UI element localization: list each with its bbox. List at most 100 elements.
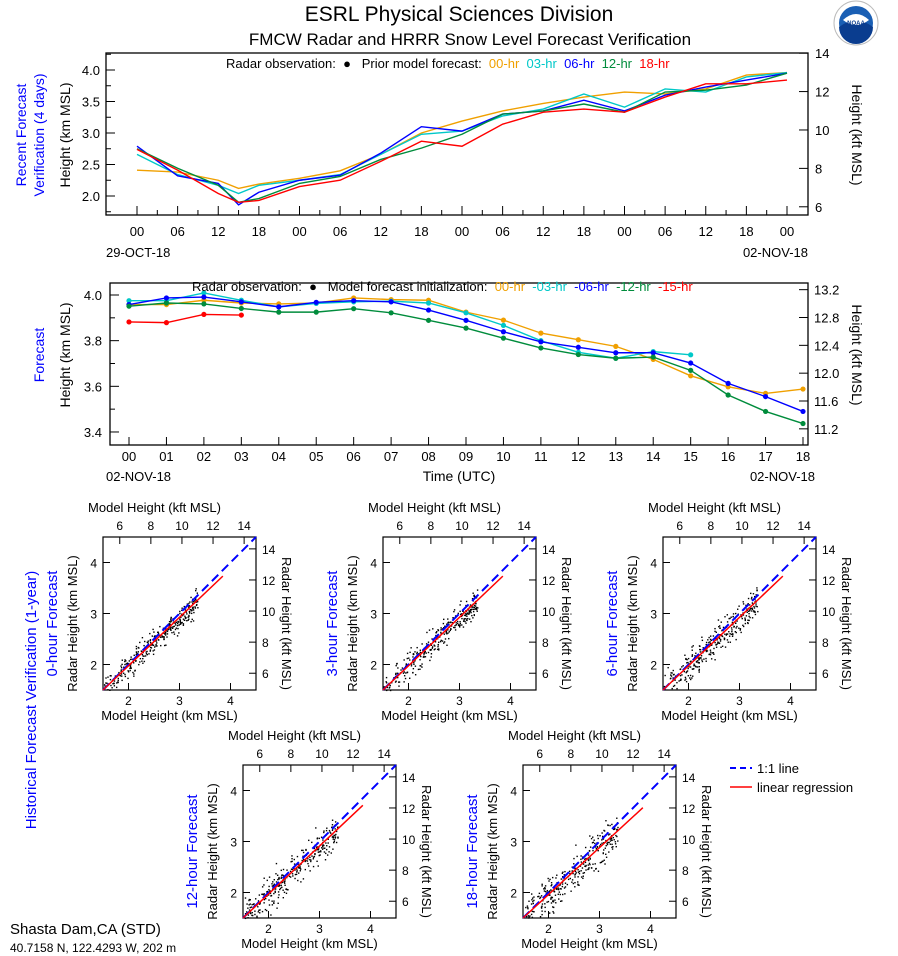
scatter-point [717, 641, 719, 643]
scatter-point [317, 851, 320, 853]
scatter-point [279, 888, 281, 891]
y-right-tick-label: 8 [262, 636, 269, 650]
data-point--06-hr [800, 408, 806, 415]
scatter-point [431, 638, 433, 640]
scatter-point [188, 605, 190, 607]
scatter-point [594, 863, 596, 865]
y-tick-label: 3 [90, 608, 97, 622]
scatter-point [431, 646, 434, 648]
x-tick-label: 18 [252, 224, 266, 239]
legend-regression-label: linear regression [757, 780, 853, 795]
scatter-point [614, 841, 617, 843]
scatter-point [105, 677, 107, 679]
scatter-point [442, 642, 445, 644]
scatter-point [120, 670, 122, 673]
scatter-point [313, 855, 316, 858]
scatter-point [464, 614, 466, 617]
scatter-point [715, 643, 717, 646]
scatter-point [189, 601, 191, 603]
scatter-point [192, 606, 194, 608]
scatter-point [292, 875, 294, 877]
scatter-point [312, 858, 315, 860]
scatter-point [593, 839, 595, 841]
scatter-point [543, 888, 545, 890]
scatter-point [333, 841, 335, 844]
scatter-point [539, 916, 542, 918]
scatter-point [585, 869, 587, 871]
scatter-point [311, 841, 313, 844]
scatter-point [695, 652, 697, 654]
scatter-point [140, 650, 143, 652]
scatter-point [284, 880, 286, 882]
scatter-point [396, 662, 398, 665]
y-tick-label: 4.0 [82, 63, 100, 78]
scatter-point [118, 671, 120, 674]
scatter-point [155, 643, 157, 646]
scatter-point [571, 870, 573, 872]
scatter-point [585, 864, 587, 867]
scatter-point [584, 861, 587, 864]
scatter-point [164, 632, 167, 634]
scatter-point [403, 675, 406, 677]
scatter-point [289, 876, 292, 878]
scatter-point [680, 678, 682, 680]
scatter-point [410, 663, 413, 665]
scatter-point [466, 615, 468, 617]
scatter-point [302, 878, 305, 880]
scatter-point [263, 902, 265, 904]
scatter-point [423, 651, 426, 654]
scatter-point [686, 662, 688, 664]
scatter-point [443, 618, 445, 621]
scatter-point [607, 841, 609, 844]
scatter-point [132, 662, 135, 664]
scatter-point [547, 900, 550, 903]
scatter-point [416, 653, 418, 655]
scatter-point [699, 649, 702, 651]
scatter-point [176, 635, 179, 637]
scatter-point [273, 892, 275, 895]
scatter-point [603, 829, 605, 832]
scatter-point [170, 617, 172, 619]
scatter-point [709, 641, 711, 643]
scatter-point [610, 839, 613, 841]
scatter-point [335, 841, 338, 844]
scatter-point [574, 881, 576, 884]
scatter-point [437, 629, 440, 632]
scatter-point [274, 890, 276, 893]
scatter-point [334, 828, 336, 830]
scatter-point [283, 880, 285, 883]
scatter-point [574, 867, 576, 869]
series-line-12-hr [136, 72, 788, 204]
scatter-point [670, 675, 673, 677]
scatter-point [597, 837, 599, 840]
scatter-point [468, 610, 470, 613]
scatter-point [441, 640, 444, 642]
scatter-point [595, 848, 598, 850]
scatter-point [597, 870, 600, 872]
x-tick-label: 00 [292, 224, 306, 239]
scatter-point [259, 902, 261, 904]
scatter-point [149, 650, 151, 652]
scatter-point [432, 628, 434, 630]
scatter-point [460, 600, 462, 602]
scatter-point [531, 899, 533, 901]
scatter-point [716, 643, 718, 646]
scatter-point [461, 624, 463, 626]
scatter-point [283, 881, 285, 883]
scatter-point [132, 671, 134, 674]
scatter-point [327, 838, 329, 840]
scatter-point [616, 828, 618, 831]
panel-title: 6-hour Forecast [604, 570, 621, 677]
scatter-point [423, 656, 425, 658]
x-top-tick-label: 8 [428, 519, 435, 533]
station-name: Shasta Dam,CA (STD) [10, 921, 161, 938]
scatter-point [749, 607, 752, 610]
scatter-point [550, 902, 553, 904]
legend-item--12-hr: -12-hr [616, 279, 658, 294]
scatter-point [281, 886, 283, 889]
scatter-point [124, 660, 126, 663]
scatter-point [590, 837, 593, 840]
scatter-point [440, 639, 442, 642]
scatter-point [714, 641, 716, 644]
scatter-point [531, 910, 534, 913]
